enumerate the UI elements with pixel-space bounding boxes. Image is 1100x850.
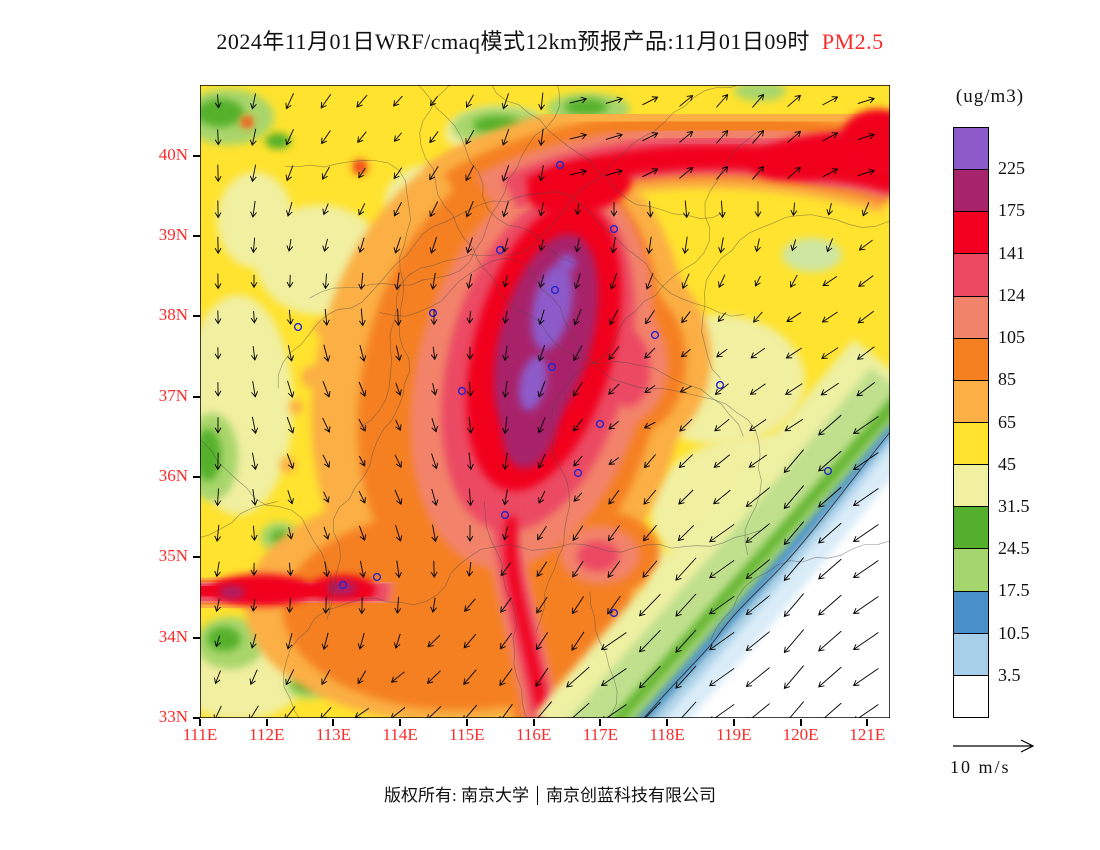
colorbar-label-65: 65 [998,411,1016,432]
lon-tickmark [732,719,735,726]
lat-label-34N: 34N [158,626,188,646]
colorbar-box-2 [954,212,988,255]
map-frame [199,84,891,719]
wind-reference-label: 10 m/s [950,757,1011,777]
colorbar-box-9 [954,507,988,550]
coastline [643,431,890,718]
colorbar-label-24.5: 24.5 [998,538,1030,559]
page-title: 2024年11月01日WRF/cmaq模式12km预报产品:11月01日09时 P… [0,24,1100,56]
lat-label-35N: 35N [158,546,188,566]
colorbar-box-10 [954,549,988,592]
copyright-right: 南京创蓝科技有限公司 [545,786,716,805]
lon-tickmark [332,719,335,726]
colorbar-label-141: 141 [998,242,1025,263]
colorbar-box-11 [954,591,988,634]
colorbar-box-1 [954,170,988,213]
lon-label-119E: 119E [716,725,752,744]
lon-label-121E: 121E [849,725,886,744]
forecast-map [199,84,891,719]
lon-label-115E: 115E [449,725,485,744]
colorbar-label-3.5: 3.5 [998,664,1021,685]
colorbar-box-3 [954,254,988,297]
colorbar-label-45: 45 [998,453,1016,474]
colorbar-box-4 [954,296,988,339]
lon-tickmark [799,719,802,726]
colorbar-box-0 [954,128,988,171]
colorbar-box-8 [954,465,988,508]
colorbar-box-6 [954,380,988,423]
colorbar-label-31.5: 31.5 [998,495,1030,516]
lat-label-39N: 39N [158,225,188,245]
lon-tickmark [532,719,535,726]
lon-tickmark [199,719,201,726]
wind-reference-arrow [953,739,1035,753]
copyright-footer: 版权所有: 南京大学 南京创蓝科技有限公司 [0,781,1100,806]
lon-label-114E: 114E [382,725,418,744]
lat-label-40N: 40N [158,144,188,164]
colorbar-label-17.5: 17.5 [998,580,1030,601]
lat-tickmark [193,636,200,639]
lon-tickmark [666,719,669,726]
lat-label-37N: 37N [158,385,188,405]
lon-label-118E: 118E [649,725,685,744]
lon-tickmark [399,719,402,726]
title-pollutant: PM2.5 [821,29,884,54]
lon-label-111E: 111E [182,725,218,744]
colorbar-label-124: 124 [998,284,1025,305]
admin-boundaries [200,85,890,718]
city-markers [293,160,833,618]
lon-label-120E: 120E [782,725,819,744]
colorbar-box-12 [954,633,988,676]
lon-tickmark [265,719,268,726]
footer-divider [536,786,538,805]
colorbar-box-7 [954,422,988,466]
lat-tickmark [193,476,200,478]
lon-label-117E: 117E [582,725,618,744]
colorbar-unit-label: (ug/m3) [955,86,1025,107]
colorbar-label-10.5: 10.5 [998,622,1030,643]
lat-tickmark [193,717,200,719]
colorbar-label-85: 85 [998,369,1016,390]
colorbar [953,127,989,718]
lon-tickmark [599,719,602,726]
lon-label-116E: 116E [516,725,552,744]
lat-tickmark [193,556,200,559]
colorbar-label-175: 175 [998,200,1025,221]
lat-tickmark [193,154,200,157]
lat-label-36N: 36N [158,466,188,485]
copyright-left: 版权所有: 南京大学 [384,786,529,805]
lat-tickmark [193,395,200,398]
colorbar-box-5 [954,338,988,381]
lat-label-38N: 38N [158,305,188,325]
lon-tickmark [866,719,869,726]
lat-label-33N: 33N [158,707,188,726]
lon-tickmark [465,719,468,726]
title-text: 2024年11月01日WRF/cmaq模式12km预报产品:11月01日09时 [216,29,810,54]
lat-tickmark [193,315,200,318]
colorbar-box-13 [954,675,988,717]
lon-label-113E: 113E [315,725,352,744]
lat-tickmark [193,235,200,238]
wind-arrows [213,92,879,718]
lon-label-112E: 112E [249,725,285,744]
colorbar-label-225: 225 [998,158,1025,179]
colorbar-label-105: 105 [998,327,1025,348]
